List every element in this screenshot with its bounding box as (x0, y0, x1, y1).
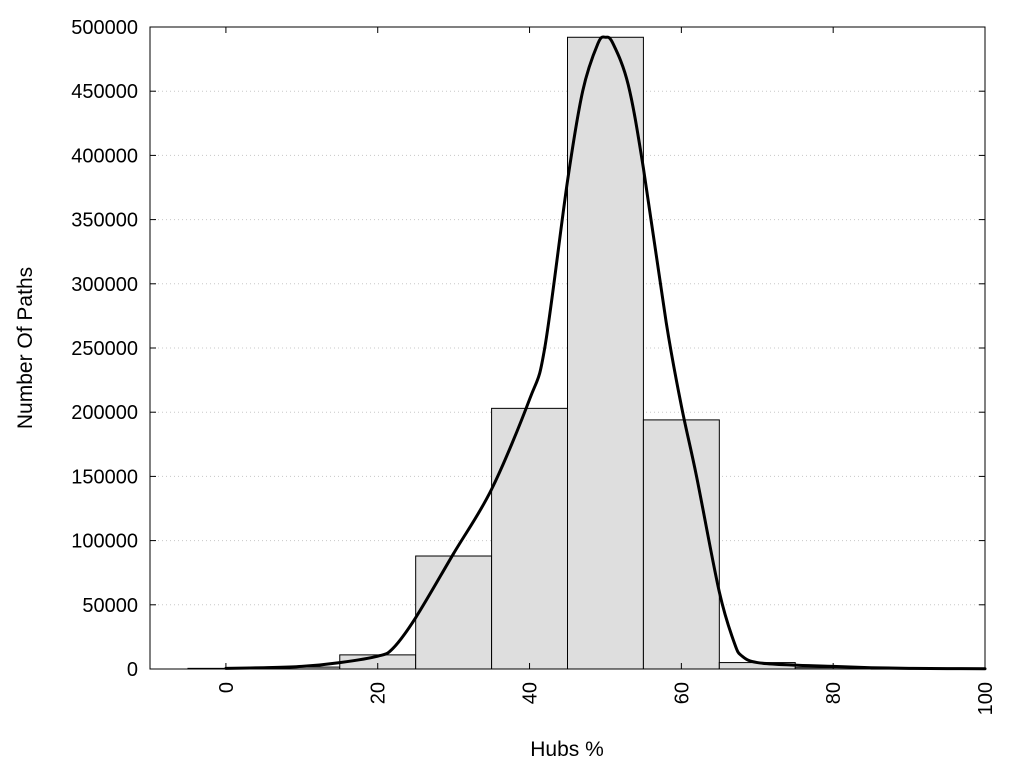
histogram-bar (567, 36, 644, 670)
y-tick-label: 0 (127, 659, 138, 681)
density-curve (224, 35, 987, 671)
x-tick-label: 100 (975, 682, 997, 715)
y-tick-label: 450000 (71, 81, 138, 103)
y-tick-label: 400000 (71, 145, 138, 167)
y-tick-label: 150000 (71, 466, 138, 488)
y-tick-label: 300000 (71, 274, 138, 296)
tick-labels: 0 50000 100000 150000 200000 250000 300000 3500… (71, 17, 997, 715)
y-axis-label: Number Of Paths (14, 267, 37, 429)
y-tick-label: 100000 (71, 531, 138, 553)
y-tick-label: 50000 (82, 595, 138, 617)
histogram-bar (415, 555, 493, 670)
x-tick-label: 0 (216, 682, 238, 693)
x-axis-label: Hubs % (530, 738, 604, 761)
x-tick-label: 20 (368, 682, 390, 704)
y-tick-label: 350000 (71, 210, 138, 232)
x-tick-label: 40 (520, 682, 542, 704)
histogram-bar (642, 419, 720, 670)
axis-ticks (150, 26, 986, 670)
density-curve-layer (224, 35, 987, 671)
histogram-bar (491, 407, 568, 670)
x-tick-label: 60 (671, 682, 693, 704)
y-tick-label: 250000 (71, 338, 138, 360)
y-tick-label: 200000 (71, 402, 138, 424)
x-tick-label: 80 (823, 682, 845, 704)
histogram-bars (187, 36, 948, 670)
y-tick-label: 500000 (71, 17, 138, 39)
